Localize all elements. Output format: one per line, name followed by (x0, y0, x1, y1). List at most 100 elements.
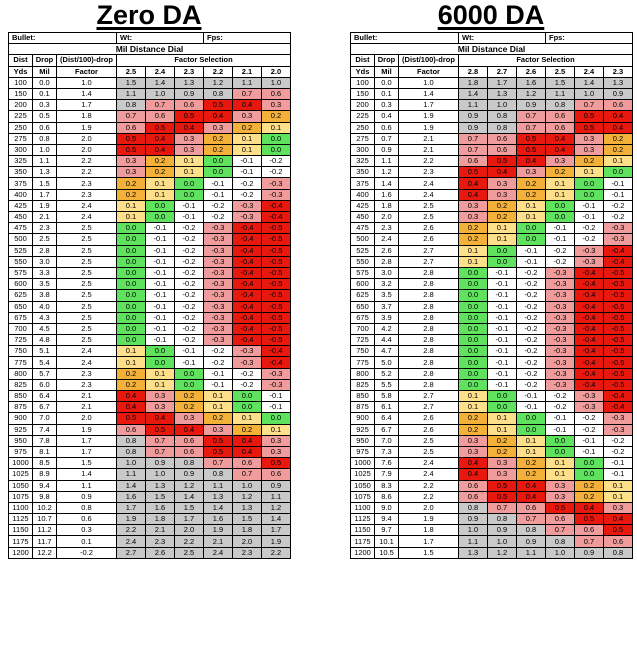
factor-value-cell: 0.7 (487, 501, 518, 515)
drop-cell: 10.1 (374, 535, 399, 548)
factor-value-cell: 0.0 (145, 199, 176, 213)
dist-cell: 200 (350, 99, 375, 112)
factor-value-cell: 0.4 (516, 479, 547, 492)
factor-value-cell: 1.4 (261, 513, 292, 526)
drop-cell: 8.9 (32, 468, 57, 481)
factor-value-cell: 0.5 (203, 445, 234, 459)
factor-value-cell: 0.0 (174, 188, 205, 201)
factor-value-cell: 0.2 (574, 155, 605, 168)
factor-value-cell: -0.1 (574, 445, 605, 459)
factor-value-cell: 1.3 (203, 490, 234, 503)
factor-cell: 2.1 (55, 389, 118, 403)
factor-value-cell: -0.3 (232, 199, 263, 213)
factor-value-cell: 0.0 (603, 166, 634, 179)
factor-value-cell: 0.9 (174, 468, 205, 481)
factor-value-cell: 0.4 (516, 490, 547, 503)
factor-cell: 1.8 (55, 110, 118, 123)
factor-value-cell: 1.1 (116, 87, 147, 101)
factor-value-cell: 1.4 (574, 76, 605, 89)
factor-cell: 1.4 (55, 468, 118, 481)
drop-cell: 4.0 (32, 300, 57, 313)
factor-cell: -0.2 (55, 546, 118, 559)
factor-col-header: 2.0 (261, 65, 292, 78)
drop-cell: 0.6 (32, 121, 57, 134)
factor-cell: 2.5 (55, 289, 118, 302)
dist-cell: 225 (350, 110, 375, 123)
factor-value-cell: 0.3 (458, 445, 489, 459)
factor-value-cell: 0.8 (487, 121, 518, 134)
dist-cell: 850 (8, 389, 33, 403)
drop-cell: 6.1 (374, 401, 399, 414)
factor-value-cell: 0.1 (487, 233, 518, 246)
factor-value-cell: -0.1 (261, 401, 292, 414)
factor-value-cell: -0.2 (232, 378, 263, 392)
dist-cell: 475 (8, 222, 33, 235)
dist-cell: 675 (350, 311, 375, 324)
factor-value-cell: -0.4 (574, 311, 605, 324)
factor-value-cell: 1.3 (145, 479, 176, 492)
factor-value-cell: 0.6 (116, 121, 147, 134)
factor-value-cell: -0.4 (232, 289, 263, 302)
factor-value-cell: 0.6 (261, 468, 292, 481)
dist-cell: 275 (8, 132, 33, 145)
dist-cell: 775 (350, 356, 375, 369)
factor-value-cell: -0.4 (574, 356, 605, 369)
factor-value-cell: -0.4 (261, 345, 292, 358)
factor-value-cell: 0.4 (574, 501, 605, 515)
dist-cell: 675 (8, 311, 33, 324)
factor-value-cell: 0.9 (603, 87, 634, 101)
mil-subheader: Mil (32, 65, 57, 78)
factor-value-cell: 0.0 (458, 345, 489, 358)
factor-cell: 1.7 (397, 99, 460, 112)
factor-cell: 2.2 (55, 166, 118, 179)
drop-cell: 2.8 (374, 255, 399, 268)
factor-value-cell: 0.0 (116, 278, 147, 291)
factor-value-cell: 0.2 (145, 155, 176, 168)
factor-value-cell: -0.2 (516, 266, 547, 280)
factor-value-cell: 0.1 (603, 479, 634, 492)
factor-value-cell: 1.4 (116, 479, 147, 492)
factor-cell: 2.8 (397, 378, 460, 392)
factor-value-cell: -0.4 (261, 199, 292, 213)
factor-value-cell: 0.2 (116, 188, 147, 201)
factor-value-cell: -0.4 (574, 289, 605, 302)
factor-value-cell: 0.4 (458, 188, 489, 201)
table-row: 250 0.6 1.9 0.9 0.8 0.7 0.6 0.5 0.4 (350, 121, 634, 134)
drop-cell: 0.6 (374, 121, 399, 134)
factor-value-cell: -0.3 (574, 401, 605, 414)
factor-cell: 2.7 (397, 389, 460, 403)
factor-value-cell: 0.0 (203, 155, 234, 168)
factor-value-cell: 0.5 (516, 132, 547, 145)
factor-cell: 0.6 (55, 513, 118, 526)
factor-value-cell: 0.4 (232, 434, 263, 447)
factor-value-cell: -0.2 (203, 210, 234, 224)
factor-value-cell: 0.0 (458, 356, 489, 369)
factor-value-cell: -0.4 (603, 244, 634, 257)
factor-cell: 2.8 (397, 289, 460, 302)
factor-value-cell: -0.2 (545, 389, 576, 403)
factor-value-cell: 0.8 (516, 524, 547, 537)
factor-value-cell: 1.4 (458, 87, 489, 101)
factor-value-cell: 0.2 (487, 210, 518, 224)
factor-value-cell: 0.0 (487, 401, 518, 414)
dist-cell: 1000 (350, 457, 375, 470)
factor-value-cell: 1.0 (487, 99, 518, 112)
factor-value-cell: 0.2 (174, 389, 205, 403)
factor-value-cell: -0.1 (145, 322, 176, 336)
table-row: 475 2.3 2.6 0.2 0.1 0.0 -0.1 -0.2 -0.3 (350, 222, 634, 235)
zero-da-rows: 100 0.0 1.0 1.5 1.4 1.3 1.2 1.1 1.0 150 0.1 1.4 1.1 1… (8, 76, 292, 559)
dist-cell: 250 (350, 121, 375, 134)
factor-value-cell: -0.1 (516, 244, 547, 257)
factor-value-cell: 0.0 (574, 177, 605, 190)
wt-label: Wt: (116, 31, 205, 45)
factor-cell: 1.9 (397, 110, 460, 123)
factor-value-cell: -0.3 (203, 266, 234, 280)
factor-value-cell: -0.5 (261, 255, 292, 268)
factor-value-cell: 0.2 (458, 233, 489, 246)
table-row: 625 3.8 2.5 0.0 -0.1 -0.2 -0.3 -0.4 -0.5 (8, 289, 292, 302)
factor-value-cell: 0.5 (203, 99, 234, 112)
factor-cell: 2.5 (55, 244, 118, 257)
table-row: 275 0.7 2.1 0.7 0.6 0.5 0.4 0.3 0.2 (350, 132, 634, 145)
factor-value-cell: 0.1 (545, 457, 576, 470)
factor-value-cell: 1.0 (545, 546, 576, 559)
